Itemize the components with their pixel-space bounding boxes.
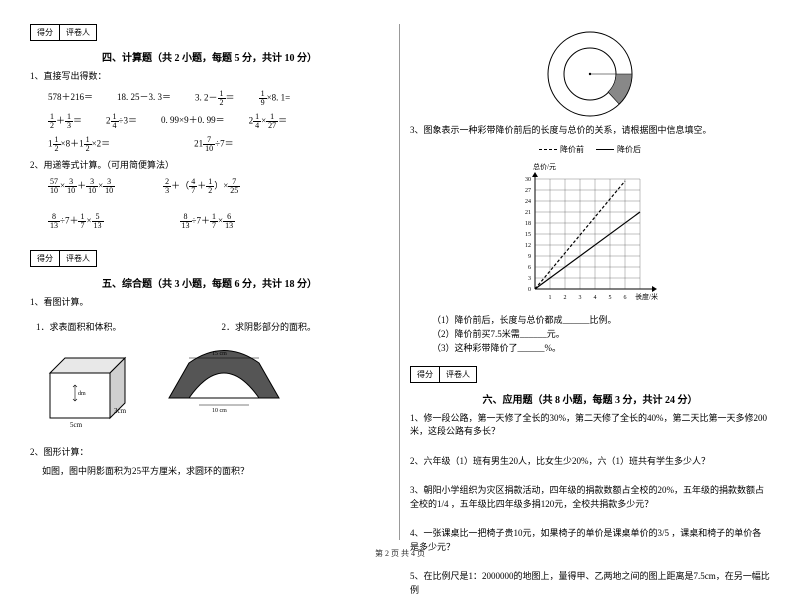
section-5-title: 五、综合题（共 3 小题，每题 6 分，共计 18 分） [30,275,389,290]
q5-1b: 2．求阴影部分的面积。 [222,320,317,333]
svg-text:24: 24 [525,199,531,205]
eq: 214÷3＝ [106,113,137,130]
svg-text:5: 5 [609,295,612,301]
q5-2: 2、图形计算： [30,446,389,460]
sub-q: （3）这种彩带降价了______%。 [432,341,770,355]
svg-text:5cm: 5cm [70,421,83,428]
eq: 112×8＋112×2＝ [48,136,110,153]
eq: 578＋216＝ [48,90,93,107]
grader-label: 评卷人 [60,251,96,266]
svg-text:6: 6 [528,265,531,271]
eq: 813÷7＋17×613 [180,213,236,230]
sub-q: （2）降价前买7.5米需______元。 [432,327,770,341]
grader-label: 评卷人 [60,25,96,40]
arch-diagram: 15 cm 10 cm [164,343,284,413]
q6-5: 5、在比例尺是1：2000000的地图上，量得甲、乙两地之间的图上距离是7.5c… [410,570,770,597]
score-label: 得分 [411,367,440,382]
eq: 3. 2－12＝ [195,90,235,107]
cuboid-diagram: dm 3cm 5cm [40,343,150,428]
eq: 19×8. 1= [259,90,291,107]
score-label: 得分 [31,251,60,266]
eq: 0. 99×9＋0. 99＝ [161,113,225,130]
q4-1-title: 1、直接写出得数： [30,70,389,84]
svg-text:4: 4 [594,295,597,301]
eq: 813÷7＋17×513 [48,213,104,230]
eq: 12＋13＝ [48,113,82,130]
eq: 21710÷7＝ [194,136,233,153]
svg-text:18: 18 [525,221,531,227]
q5-1: 1、看图计算。 [30,296,389,310]
svg-text:1: 1 [549,295,552,301]
eq: 23＋（47＋12）×725 [163,178,240,195]
solid-icon [596,149,614,150]
svg-text:30: 30 [525,177,531,183]
score-box: 得分 评卷人 [410,366,477,383]
svg-text:3cm: 3cm [114,407,127,415]
score-label: 得分 [31,25,60,40]
svg-text:10 cm: 10 cm [212,408,227,413]
svg-text:7: 7 [639,295,642,301]
section-4-title: 四、计算题（共 2 小题，每题 5 分，共计 10 分） [30,49,389,64]
eq-row-2: 12＋13＝ 214÷3＝ 0. 99×9＋0. 99＝ 214×127＝ [30,113,389,130]
eq-row-3: 112×8＋112×2＝ 21710÷7＝ [30,136,389,153]
svg-text:15: 15 [525,232,531,238]
grader-label: 评卷人 [440,367,476,382]
dash-icon [539,149,557,150]
q-right-3: 3、图象表示一种彩带降价前后的长度与总价的关系，请根据图中信息填空。 [410,124,770,138]
q6-1: 1、修一段公路，第一天修了全长的30%，第二天修了全长的40%，第二天比第一天多… [410,412,770,439]
chart-legend: 降价前 降价后 [410,144,770,155]
svg-text:21: 21 [525,210,531,216]
eq-row-5: 813÷7＋17×513 813÷7＋17×613 [30,213,389,230]
svg-text:dm: dm [78,391,86,397]
eq: 18. 25－3. 3＝ [117,90,171,107]
q6-3: 3、朝阳小学组织为灾区捐款活动，四年级的捐款数额占全校的20%，五年级的捐款数额… [410,484,770,511]
price-chart: 总价/元 长度/米 302724211815129630 1234567 [505,159,675,309]
svg-text:27: 27 [525,188,531,194]
score-box: 得分 评卷人 [30,24,97,41]
page-footer: 第 2 页 共 4 页 [0,548,800,559]
svg-text:3: 3 [579,295,582,301]
ring-diagram [535,24,645,124]
eq-row-4: 5710×310＋310×310 23＋（47＋12）×725 [30,178,389,195]
svg-text:0: 0 [528,287,531,293]
section-6-title: 六、应用题（共 8 小题，每题 3 分，共计 24 分） [410,391,770,406]
score-box: 得分 评卷人 [30,250,97,267]
svg-text:6: 6 [624,295,627,301]
q5-1a: 1．求表面积和体积。 [36,320,216,333]
svg-text:3: 3 [528,276,531,282]
svg-text:2: 2 [564,295,567,301]
q5-2-text: 如图，图中阴影面积为25平方厘米，求圆环的面积？ [30,465,389,479]
eq: 214×127＝ [249,113,288,130]
q4-2-title: 2、用递等式计算。（可用简便算法） [30,159,389,173]
eq-row-1: 578＋216＝ 18. 25－3. 3＝ 3. 2－12＝ 19×8. 1= [30,90,389,107]
q6-2: 2、六年级（1）班有男生20人，比女生少20%，六（1）班共有学生多少人？ [410,455,770,469]
svg-text:15 cm: 15 cm [212,351,227,357]
sub-q: （1）降价前后，长度与总价都成______比例。 [432,313,770,327]
svg-text:总价/元: 总价/元 [533,162,556,171]
svg-text:12: 12 [525,243,531,249]
eq: 5710×310＋310×310 [48,178,115,195]
svg-text:9: 9 [528,254,531,260]
